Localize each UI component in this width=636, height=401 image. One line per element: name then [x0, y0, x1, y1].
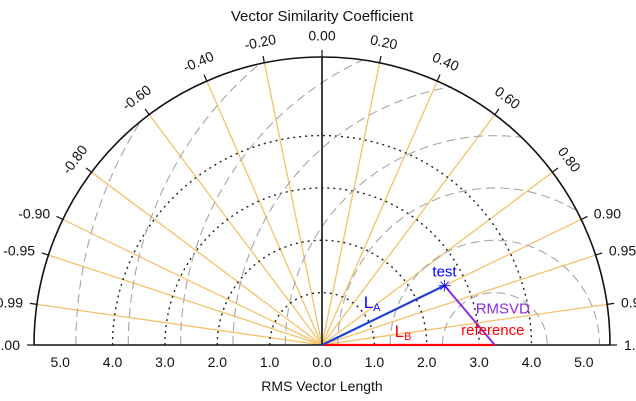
length-tick-label-1: 1.0 — [365, 354, 385, 370]
coefficient-tick-mark-neg-0-2 — [262, 55, 265, 63]
la-label-sub: A — [373, 302, 381, 314]
coefficient-line-neg-0-99 — [36, 303, 323, 346]
coefficient-tick-label-0: 0.00 — [308, 28, 335, 44]
rmsvd-circle-1 — [441, 292, 548, 345]
coefficient-line-neg-0-4 — [206, 80, 323, 346]
coefficient-tick-label-neg-0-6: -0.60 — [119, 81, 154, 113]
diagram-frame-layer — [27, 50, 617, 346]
coefficient-line-0-6 — [321, 114, 496, 346]
rmsvd-vector — [443, 285, 496, 346]
length-tick-label-neg-5: 5.0 — [50, 354, 70, 370]
coefficient-tick-label-0-4: 0.40 — [430, 49, 462, 75]
coefficient-tick-mark-neg-0-99 — [29, 302, 37, 305]
coefficient-line-neg-0-8 — [91, 171, 323, 346]
coefficient-line-0-4 — [321, 80, 438, 346]
coefficient-tick-label-0-99: 0.99 — [621, 294, 636, 310]
coefficient-tick-label-0-2: 0.20 — [369, 31, 399, 52]
coefficient-tick-mark-neg-0-6 — [144, 108, 150, 115]
la-label: LA — [364, 293, 381, 314]
length-tick-label-neg-2: 2.0 — [208, 354, 228, 370]
length-tick-label-2: 2.0 — [417, 354, 437, 370]
coefficient-tick-label-neg-0-8: -0.80 — [59, 142, 91, 177]
coefficient-line-0-99 — [321, 303, 608, 346]
coefficient-line-neg-0-95 — [48, 254, 323, 346]
coefficient-tick-label-0-8: 0.80 — [555, 144, 584, 176]
lb-label-main: L — [395, 322, 404, 341]
x-axis-label: RMS Vector Length — [261, 378, 382, 394]
coefficient-line-0-8 — [321, 171, 553, 346]
coefficient-tick-mark-0-8 — [552, 167, 559, 173]
length-tick-labels-layer: 5.0 4.0 3.0 2.0 1.0 0.0 1.0 2.0 3.0 4.0 5.0 — [50, 354, 593, 370]
length-tick-label-3: 3.0 — [469, 354, 489, 370]
test-vector — [321, 284, 446, 346]
rmsvd-circle-3 — [337, 187, 610, 345]
coefficient-tick-mark-neg-0-4 — [203, 74, 208, 82]
coefficient-tick-label-neg-0-2: -0.20 — [243, 31, 278, 53]
test-point-marker: ✳ — [438, 279, 451, 296]
coefficient-tick-label-neg-0-9: -0.90 — [18, 205, 50, 221]
coefficient-tick-mark-0-9 — [580, 215, 588, 221]
rmsvd-circle-2 — [389, 239, 601, 345]
coefficient-tick-mark-0-4 — [436, 74, 441, 82]
coefficient-tick-labels-layer: -1.00 -0.99 -0.95 -0.90 -0.80 -0.60 -0.40 -0.20… — [0, 28, 636, 353]
rmsvd-label: RMSVD — [476, 300, 530, 317]
length-tick-label-4: 4.0 — [522, 354, 542, 370]
coefficient-tick-mark-0-95 — [595, 252, 603, 256]
chart-title: Vector Similarity Coefficient — [231, 8, 414, 25]
coefficient-tick-mark-neg-0-95 — [41, 252, 49, 256]
length-tick-label-0: 0.0 — [312, 354, 332, 370]
coefficient-tick-label-neg-1: -1.00 — [0, 337, 20, 353]
coefficient-tick-mark-0-2 — [379, 55, 382, 63]
coefficient-tick-label-neg-0-99: -0.99 — [0, 294, 23, 310]
lb-label: LB — [395, 322, 412, 343]
vectors-layer: ✳ — [321, 279, 496, 347]
rmsvd-circle-5 — [232, 82, 610, 345]
rmsvd-circle-6 — [180, 57, 610, 345]
vector-labels-layer: test reference RMSVD LA LB — [364, 264, 530, 343]
coefficient-line-neg-0-9 — [62, 218, 323, 346]
reference-point-label: reference — [461, 322, 524, 339]
coefficient-line-0-2 — [321, 62, 381, 346]
coefficient-tick-label-neg-0-95: -0.95 — [3, 243, 35, 259]
coefficient-tick-mark-0-6 — [494, 108, 500, 115]
coefficient-tick-mark-0-99 — [607, 302, 615, 305]
coefficient-line-neg-0-6 — [148, 114, 323, 346]
lb-label-sub: B — [404, 331, 411, 343]
coefficient-line-neg-0-2 — [263, 62, 323, 346]
length-tick-label-5: 5.0 — [574, 354, 594, 370]
length-tick-label-neg-4: 4.0 — [103, 354, 123, 370]
length-circle-2 — [216, 239, 428, 346]
coefficient-tick-label-0-9: 0.90 — [594, 205, 621, 221]
coefficient-tick-mark-neg-0-9 — [56, 215, 64, 221]
length-tick-label-neg-3: 3.0 — [155, 354, 175, 370]
coefficient-tick-label-1: 1.00 — [624, 337, 636, 353]
rmsvd-circle-4 — [284, 135, 610, 345]
coefficient-tick-label-0-6: 0.60 — [492, 83, 524, 112]
length-tick-label-neg-1: 1.0 — [260, 354, 280, 370]
coefficient-line-0-95 — [321, 254, 596, 346]
coefficient-tick-mark-neg-0-8 — [85, 167, 92, 173]
coefficient-tick-label-neg-0-4: -0.40 — [180, 48, 216, 76]
la-label-main: L — [364, 293, 373, 312]
coefficient-tick-label-0-95: 0.95 — [609, 243, 636, 259]
test-point-label: test — [432, 264, 457, 281]
